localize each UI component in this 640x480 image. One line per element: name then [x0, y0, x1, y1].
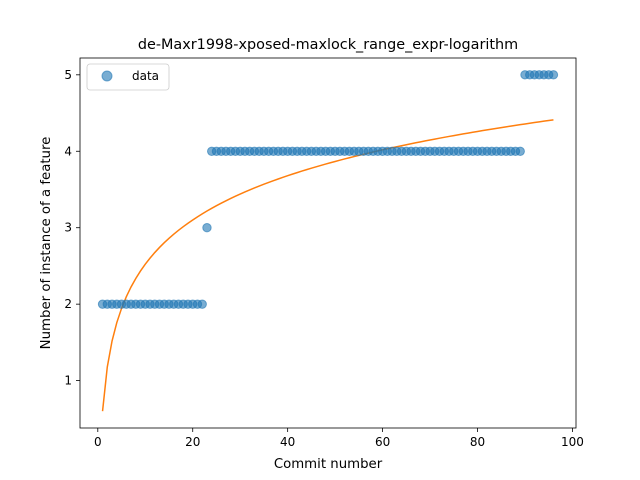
x-axis-ticks: 0 20 40 60 80 100	[94, 428, 584, 449]
legend-box	[86, 63, 170, 91]
data-point	[197, 299, 207, 309]
legend-marker	[101, 70, 113, 82]
y-tick-label: 1	[64, 374, 72, 388]
x-tick-label: 40	[280, 435, 295, 449]
fit-line	[101, 119, 554, 412]
data-point	[548, 70, 559, 80]
y-tick-label: 4	[64, 144, 72, 158]
y-axis-ticks: 1 2 3 4 5	[64, 68, 80, 388]
plot-area	[80, 58, 576, 428]
x-tick-label: 60	[375, 435, 390, 449]
y-tick-label: 3	[64, 221, 72, 235]
data-point	[515, 146, 525, 156]
fit-line-layer	[101, 119, 554, 412]
y-axis-label: Number of instance of a feature	[39, 137, 54, 350]
data-point	[202, 223, 212, 233]
y-tick-label: 5	[64, 68, 72, 82]
legend-label: data	[132, 69, 159, 83]
x-tick-label: 0	[94, 435, 102, 449]
data-points	[97, 70, 559, 309]
x-axis-label: Commit number	[274, 457, 383, 472]
x-tick-label: 100	[561, 435, 584, 449]
x-tick-label: 20	[185, 435, 200, 449]
y-tick-label: 2	[64, 297, 72, 311]
chart-title: de-Maxr1998-xposed-maxlock_range_expr-lo…	[138, 37, 518, 53]
plot-frame	[79, 57, 577, 429]
x-tick-label: 80	[470, 435, 485, 449]
legend: data	[86, 63, 170, 91]
